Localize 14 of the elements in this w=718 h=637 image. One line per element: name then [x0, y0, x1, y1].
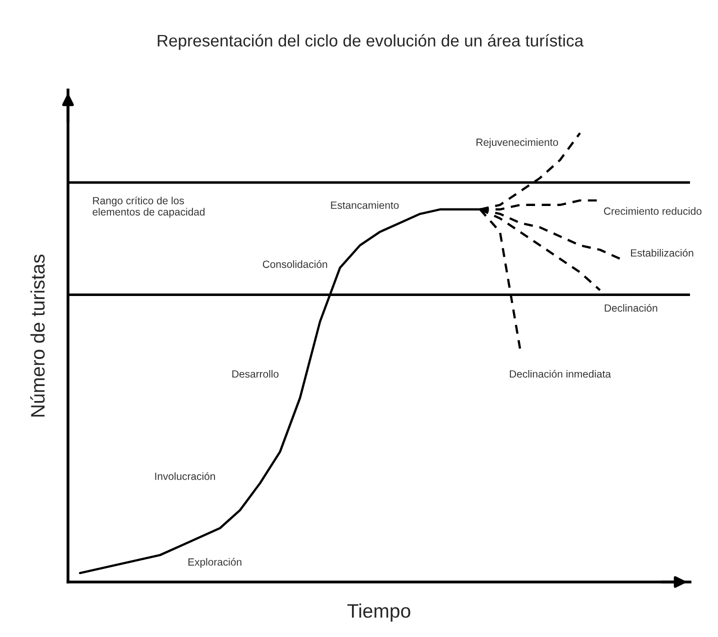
- annotation: Rango crítico de los elementos de capacidad: [92, 196, 205, 218]
- chart-title: Representación del ciclo de evolución de un área turística: [158, 34, 584, 50]
- annotation: Involucración: [155, 472, 215, 480]
- series-label: Estabilización: [631, 248, 694, 257]
- y-axis-title: Número de turistas: [30, 254, 45, 417]
- annotation: Consolidación: [262, 260, 328, 268]
- text: Declinación inmediata: [510, 370, 611, 378]
- annotation: Exploración: [188, 558, 242, 568]
- series-label: Crecimiento reducido: [604, 207, 702, 215]
- x-axis-title: Tiempo: [347, 604, 410, 622]
- series-label: Rejuvenecimiento: [476, 138, 558, 148]
- annotation: Estancamiento: [331, 201, 399, 209]
- series-label: Declinación: [604, 304, 658, 312]
- annotation: Desarrollo: [232, 370, 279, 378]
